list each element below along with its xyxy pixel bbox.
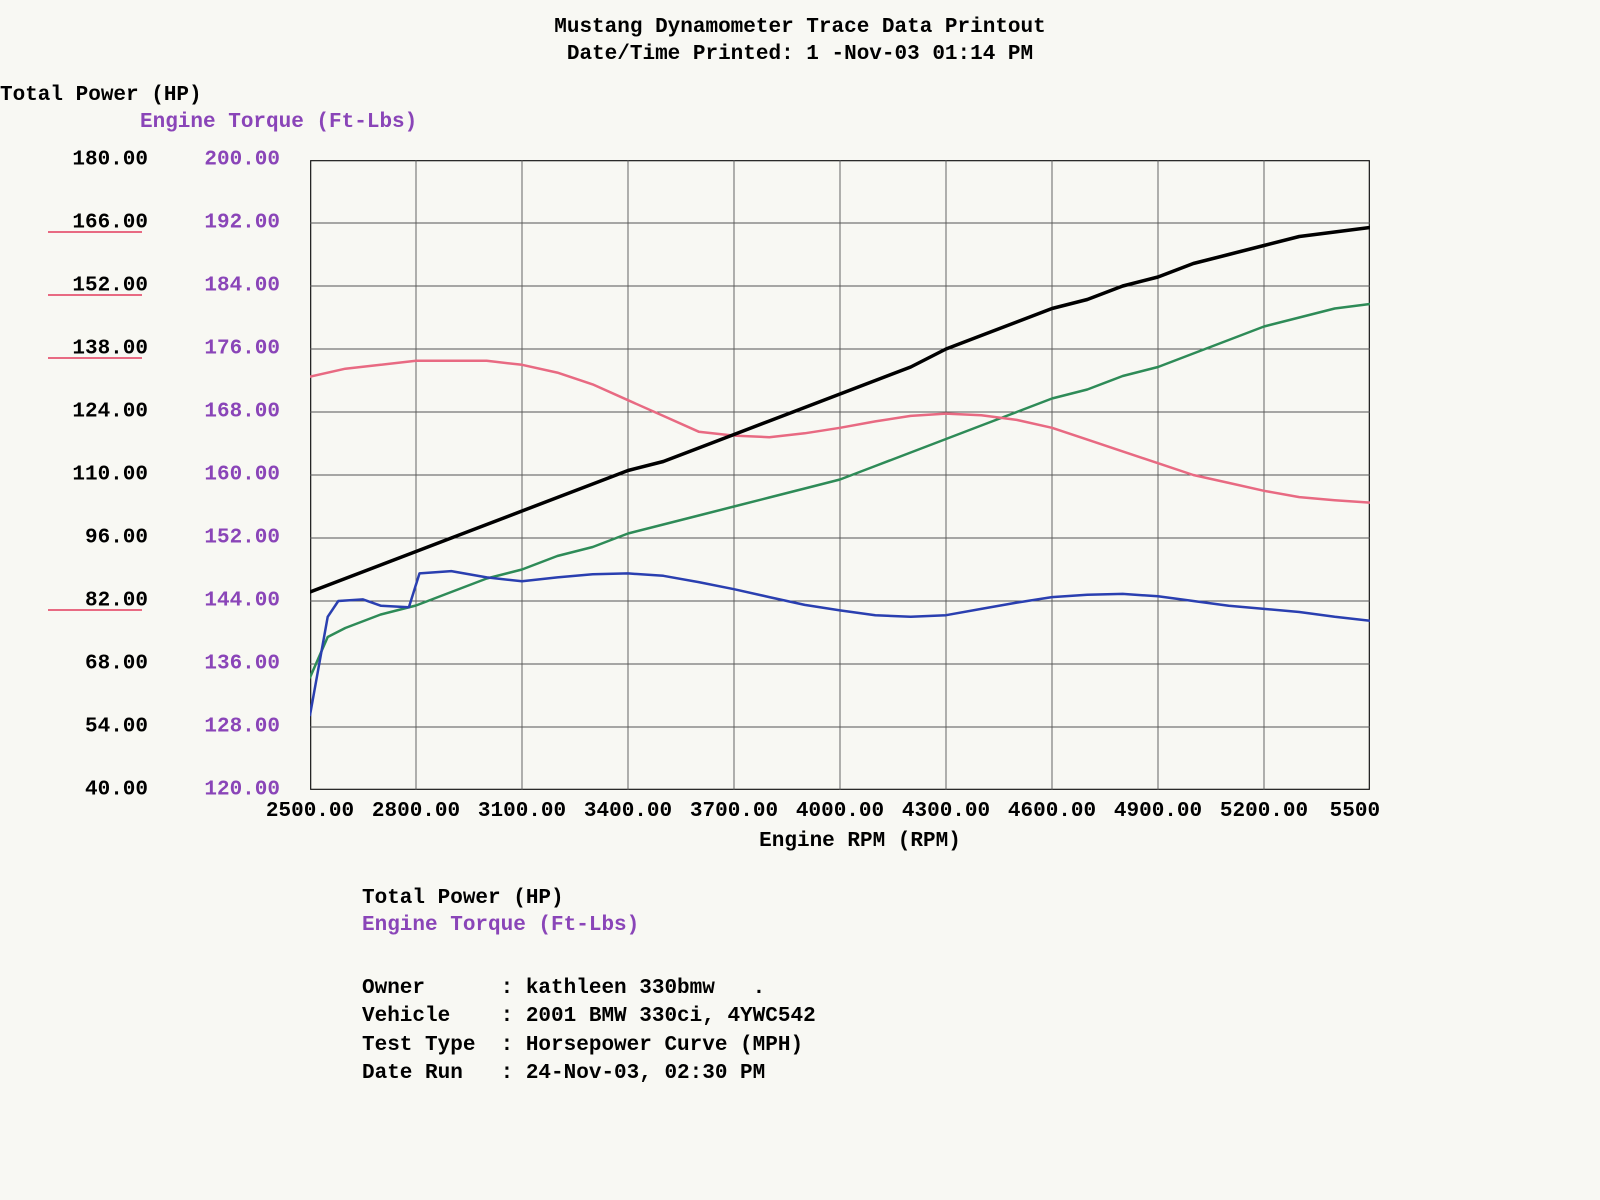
y-tick-hp: 40.00 <box>85 779 148 802</box>
x-axis-title: Engine RPM (RPM) <box>0 830 1600 853</box>
x-tick: 4000.00 <box>796 800 884 823</box>
x-tick: 3100.00 <box>478 800 566 823</box>
y-tick-hp: 110.00 <box>72 464 148 487</box>
chart-area <box>310 160 1370 790</box>
x-tick: 2500.00 <box>266 800 354 823</box>
y-tick-tq: 136.00 <box>204 653 280 676</box>
y-axis-hp-title: Total Power (HP) <box>0 82 417 109</box>
legend-tq: Engine Torque (Ft-Lbs) <box>362 912 639 939</box>
y-axis-titles: Total Power (HP) Engine Torque (Ft-Lbs) <box>0 82 417 137</box>
y-tick-tq: 152.00 <box>204 527 280 550</box>
y-tick-tq: 144.00 <box>204 590 280 613</box>
header-line-2: Date/Time Printed: 1 -Nov-03 01:14 PM <box>0 41 1600 68</box>
y-tick-hp: 124.00 <box>72 401 148 424</box>
y-tick-tq: 168.00 <box>204 401 280 424</box>
y-tick-tq: 160.00 <box>204 464 280 487</box>
y-axis-tq-title: Engine Torque (Ft-Lbs) <box>140 109 417 136</box>
scan-underline <box>48 231 142 233</box>
x-tick: 4900.00 <box>1114 800 1202 823</box>
x-tick: 5500 <box>1330 800 1380 823</box>
test-metadata: Owner : kathleen 330bmw . Vehicle : 2001… <box>362 975 816 1088</box>
header: Mustang Dynamometer Trace Data Printout … <box>0 14 1600 69</box>
y-tick-hp: 68.00 <box>85 653 148 676</box>
x-tick: 3400.00 <box>584 800 672 823</box>
x-tick: 4300.00 <box>902 800 990 823</box>
y-tick-tq: 192.00 <box>204 212 280 235</box>
legend-hp: Total Power (HP) <box>362 885 639 912</box>
y-tick-hp: 54.00 <box>85 716 148 739</box>
y-tick-tq: 200.00 <box>204 149 280 172</box>
x-tick: 3700.00 <box>690 800 778 823</box>
x-tick: 2800.00 <box>372 800 460 823</box>
dyno-chart <box>310 160 1370 790</box>
y-tick-tq: 184.00 <box>204 275 280 298</box>
scan-underline <box>48 294 142 296</box>
dyno-printout: Mustang Dynamometer Trace Data Printout … <box>0 0 1600 1200</box>
y-tick-hp: 180.00 <box>72 149 148 172</box>
header-line-1: Mustang Dynamometer Trace Data Printout <box>0 14 1600 41</box>
scan-underline <box>48 357 142 359</box>
y-tick-tq: 120.00 <box>204 779 280 802</box>
legend: Total Power (HP) Engine Torque (Ft-Lbs) <box>362 885 639 940</box>
scan-underline <box>48 609 142 611</box>
x-tick: 5200.00 <box>1220 800 1308 823</box>
y-tick-tq: 128.00 <box>204 716 280 739</box>
y-tick-tq: 176.00 <box>204 338 280 361</box>
y-tick-hp: 96.00 <box>85 527 148 550</box>
x-tick: 4600.00 <box>1008 800 1096 823</box>
